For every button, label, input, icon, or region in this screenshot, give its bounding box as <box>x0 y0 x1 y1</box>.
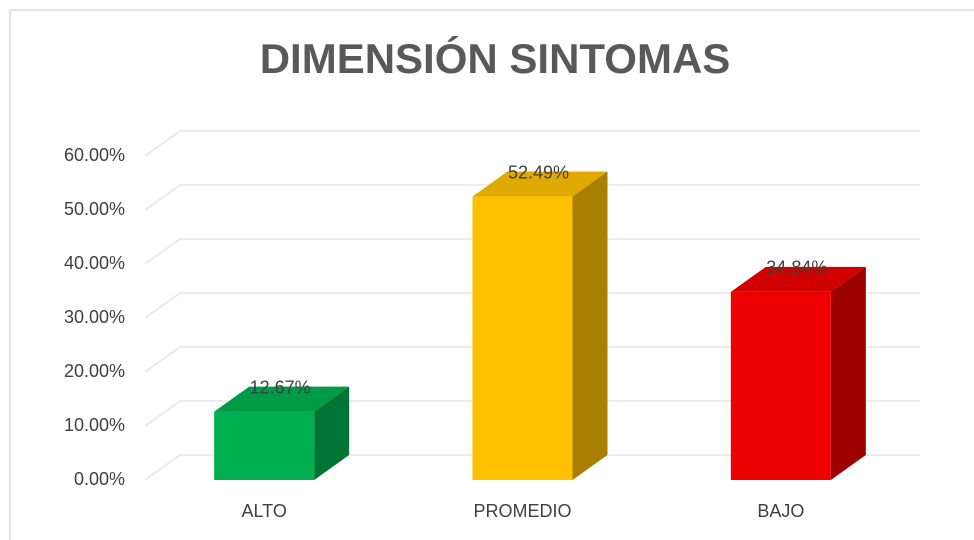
chart-title: DIMENSIÓN SINTOMAS <box>260 34 731 82</box>
x-tick-label: PROMEDIO <box>473 501 571 521</box>
bar <box>214 411 315 480</box>
grid-line <box>144 292 920 319</box>
bar <box>472 196 573 480</box>
grid-line <box>144 238 920 265</box>
bar-top <box>472 171 608 197</box>
y-tick-label: 50.00% <box>64 199 125 219</box>
data-label: 34.84% <box>766 258 827 278</box>
y-tick-label: 60.00% <box>64 145 125 165</box>
grid-line <box>144 346 920 373</box>
x-tick-label: ALTO <box>241 501 286 521</box>
data-label: 12.67% <box>250 377 311 397</box>
grid-line <box>144 130 920 157</box>
bar-top <box>730 266 866 292</box>
bar-side <box>314 386 350 480</box>
grid-line <box>144 454 920 481</box>
y-tick-label: 0.00% <box>74 469 125 489</box>
bar-side <box>830 266 866 480</box>
y-tick-label: 10.00% <box>64 415 125 435</box>
grid-line <box>144 400 920 427</box>
y-tick-label: 30.00% <box>64 307 125 327</box>
data-label: 52.49% <box>508 162 569 182</box>
bar-top <box>214 386 350 412</box>
x-tick-label: BAJO <box>757 501 804 521</box>
y-tick-label: 20.00% <box>64 361 125 381</box>
grid-line <box>144 184 920 211</box>
bar-side <box>572 171 608 480</box>
bar <box>730 291 831 480</box>
y-tick-label: 40.00% <box>64 253 125 273</box>
